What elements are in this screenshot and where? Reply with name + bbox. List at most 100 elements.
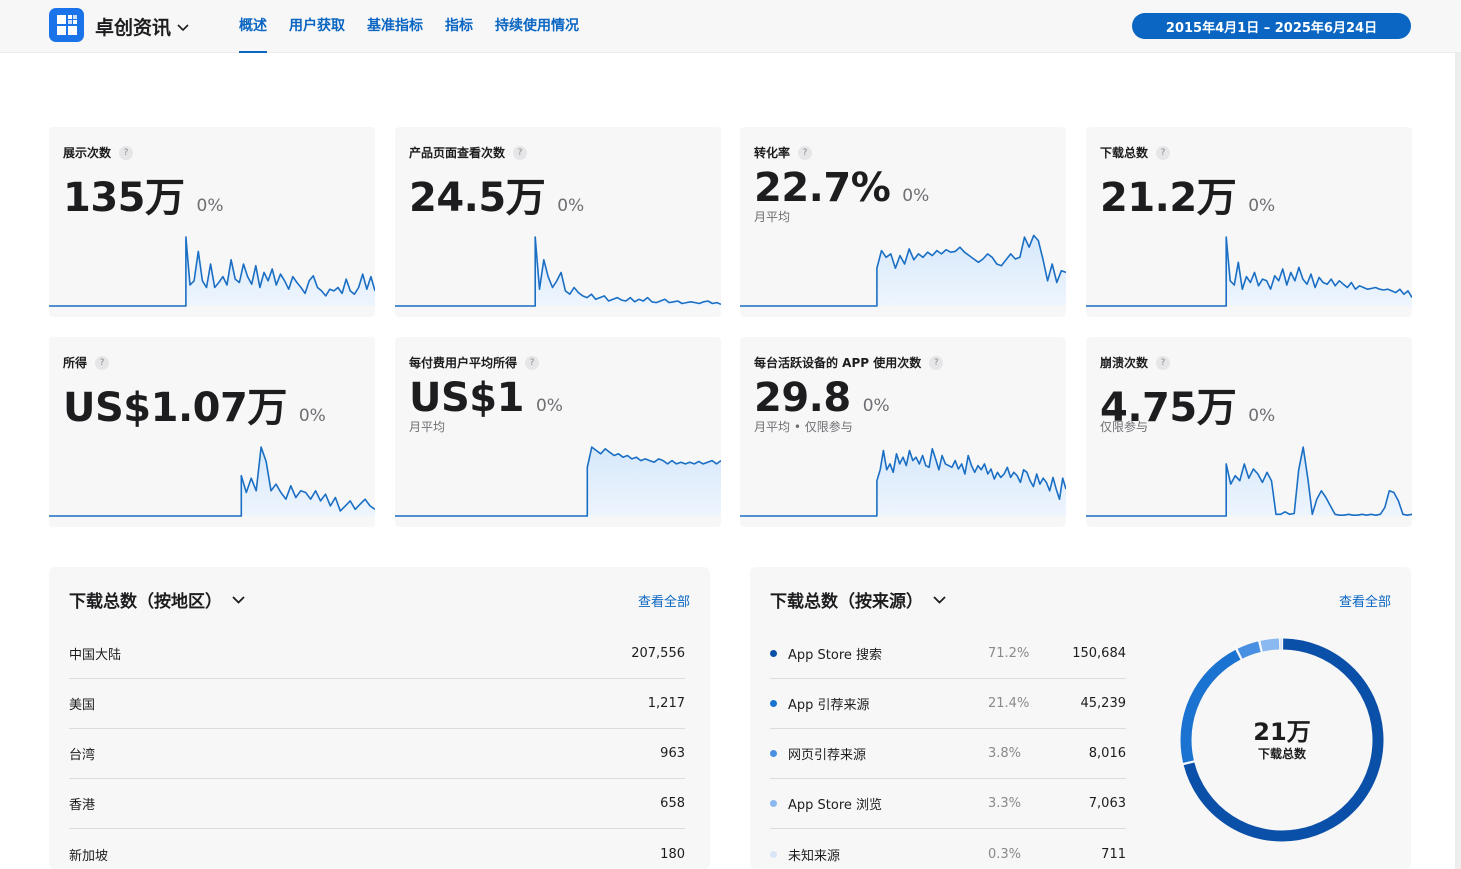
date-range-button[interactable]: 2015年4月1日 – 2025年6月24日 [1132, 13, 1411, 39]
region-name: 新加坡 [69, 848, 109, 864]
region-name: 香港 [69, 798, 96, 813]
metric-sparkline [740, 234, 1066, 307]
help-icon[interactable]: ? [929, 355, 944, 370]
tab-overview[interactable]: 概述 [239, 0, 267, 53]
metric-subtitle: 月平均 [409, 420, 446, 434]
metric-value-row: 29.8 0% [754, 375, 890, 421]
source-value: 711 [1101, 846, 1126, 862]
tab-metrics[interactable]: 指标 [445, 18, 473, 34]
metric-change: 0% [298, 406, 326, 426]
source-row[interactable]: App 引荐来源 21.4% 45,239 [770, 679, 1126, 729]
source-panel-title[interactable]: 下载总数（按来源） [770, 587, 946, 612]
metric-sparkline [1086, 236, 1412, 307]
source-value: 150,684 [1072, 646, 1126, 661]
sparkline-area [876, 235, 1066, 306]
app-switcher[interactable]: 卓创资讯 [95, 13, 189, 40]
help-icon[interactable]: ? [95, 355, 110, 370]
source-name: 未知来源 [788, 848, 841, 864]
metric-label: 所得? [63, 354, 110, 371]
source-row[interactable]: 未知来源 0.3% 711 [770, 829, 1126, 869]
sparkline-line [49, 236, 375, 307]
region-value: 1,217 [647, 696, 685, 711]
metric-sparkline [395, 446, 721, 517]
metric-card[interactable]: 每台活跃设备的 APP 使用次数? 29.8 0% 月平均 • 仅限参与 [740, 337, 1066, 527]
donut-segment [1183, 638, 1384, 842]
metric-subtitle: 仅限参与 [1100, 420, 1149, 434]
metric-change: 0% [902, 186, 930, 206]
sparkline-area [1226, 447, 1412, 516]
metric-value: 4.75万 [1100, 385, 1237, 431]
help-icon[interactable]: ? [798, 145, 813, 160]
source-panel: 下载总数（按来源） 查看全部 App Store 搜索 71.2% 150,684 A… [750, 567, 1411, 869]
tab-retention[interactable]: 持续使用情况 [495, 18, 579, 34]
legend-dot [770, 750, 777, 757]
region-name: 中国大陆 [69, 648, 122, 663]
metric-sparkline [49, 446, 375, 517]
help-icon[interactable]: ? [1156, 355, 1171, 370]
sparkline-line [395, 446, 721, 517]
legend-dot [770, 850, 777, 858]
app-logo-icon[interactable] [49, 8, 84, 42]
metric-label-text: 转化率 [754, 146, 791, 160]
region-row[interactable]: 美国 1,217 [69, 679, 685, 729]
source-percent: 3.8% [988, 746, 1022, 761]
region-row[interactable]: 新加坡 180 [69, 829, 685, 869]
source-row[interactable]: App Store 浏览 3.3% 7,063 [770, 779, 1126, 829]
metric-card[interactable]: 产品页面查看次数? 24.5万 0% [395, 127, 721, 317]
metric-card[interactable]: 下载总数? 21.2万 0% [1086, 127, 1412, 317]
source-name: 网页引荐来源 [788, 748, 867, 763]
source-row[interactable]: App Store 搜索 71.2% 150,684 [770, 629, 1126, 679]
metric-card[interactable]: 所得? US$1.07万 0% [49, 337, 375, 527]
metric-label: 每付费用户平均所得? [409, 354, 540, 371]
metric-card[interactable]: 每付费用户平均所得? US$1 0% 月平均 [395, 337, 721, 527]
sparkline-line [740, 448, 1066, 517]
source-value: 8,016 [1088, 746, 1126, 761]
app-name: 卓创资讯 [95, 17, 172, 39]
metric-subtitle: 月平均 [754, 210, 791, 224]
sparkline-line [1086, 236, 1412, 307]
sparkline-area [1226, 237, 1412, 306]
region-panel-title[interactable]: 下载总数（按地区） [69, 587, 245, 612]
sparkline-area [241, 447, 375, 516]
metric-sparkline [395, 236, 721, 307]
metric-change: 0% [196, 196, 224, 216]
tab-acquisition[interactable]: 用户获取 [289, 18, 345, 34]
tab-benchmarks[interactable]: 基准指标 [367, 18, 423, 34]
metric-label: 转化率? [754, 144, 813, 161]
donut-segment [1180, 649, 1241, 763]
sparkline-area [587, 447, 721, 516]
source-view-all-link[interactable]: 查看全部 [1338, 595, 1391, 610]
metric-card[interactable]: 转化率? 22.7% 0% 月平均 [740, 127, 1066, 317]
help-icon[interactable]: ? [513, 145, 528, 160]
source-name: App 引荐来源 [788, 698, 870, 713]
metric-value-row: 135万 0% [63, 165, 223, 223]
help-icon[interactable]: ? [525, 355, 540, 370]
metric-change: 0% [862, 396, 890, 416]
metric-value: US$1.07万 [63, 385, 287, 431]
help-icon[interactable]: ? [119, 145, 134, 160]
metric-card[interactable]: 展示次数? 135万 0% [49, 127, 375, 317]
metric-label-text: 每台活跃设备的 APP 使用次数 [754, 356, 922, 370]
chevron-down-icon [933, 595, 946, 604]
metric-value-row: 4.75万 0% [1100, 375, 1275, 433]
metric-value-row: US$1 0% [409, 375, 563, 421]
top-bar: 卓创资讯 概述 用户获取 基准指标 指标 持续使用情况 2015年4月1日 – … [0, 0, 1461, 53]
metric-sparkline [49, 236, 375, 307]
source-row[interactable]: 网页引荐来源 3.8% 8,016 [770, 729, 1126, 779]
metric-card[interactable]: 崩溃次数? 4.75万 0% 仅限参与 [1086, 337, 1412, 527]
region-row[interactable]: 中国大陆 207,556 [69, 629, 685, 679]
scrollbar[interactable] [1455, 53, 1461, 869]
metric-label-text: 所得 [63, 356, 88, 370]
sparkline-area [876, 448, 1066, 516]
help-icon[interactable]: ? [1156, 145, 1171, 160]
metric-sparkline [1086, 446, 1412, 517]
source-name: App Store 浏览 [788, 798, 883, 813]
region-view-all-link[interactable]: 查看全部 [637, 595, 690, 610]
source-donut-chart [1180, 638, 1384, 842]
source-percent: 3.3% [988, 796, 1022, 811]
sparkline-line [49, 446, 375, 517]
source-percent: 21.4% [988, 696, 1030, 711]
region-row[interactable]: 台湾 963 [69, 729, 685, 779]
region-row[interactable]: 香港 658 [69, 779, 685, 829]
legend-dot [770, 700, 777, 707]
